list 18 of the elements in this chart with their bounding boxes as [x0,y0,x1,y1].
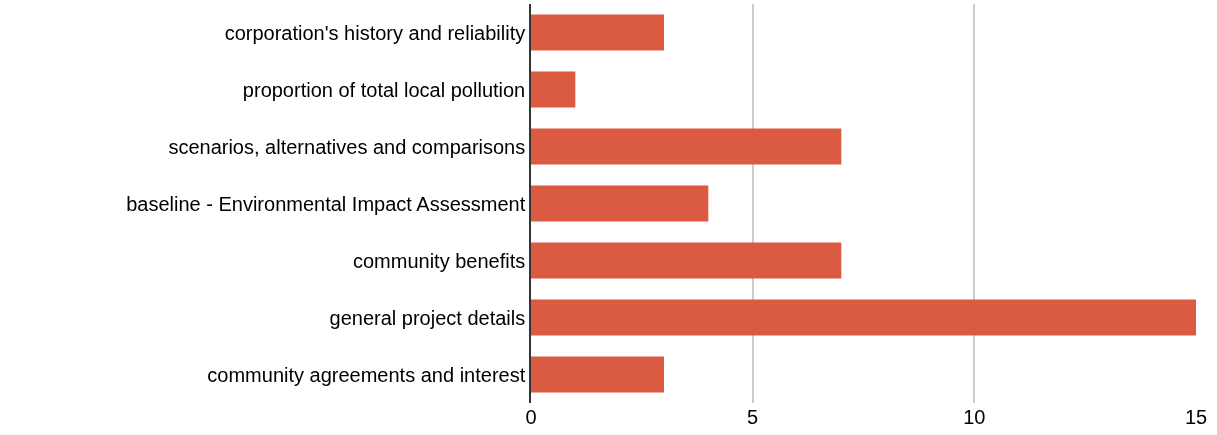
y-tick-label: community benefits [352,249,526,272]
y-tick-label: proportion of total local pollution [242,78,526,101]
bar [531,299,1196,336]
y-tick-label: corporation's history and reliability [224,21,526,44]
bar [531,356,664,393]
y-tick-label: general project details [329,306,526,329]
y-tick-label: community agreements and interest [207,363,526,386]
bar [531,71,576,108]
y-tick-label: scenarios, alternatives and comparisons [168,135,526,158]
bar [531,128,842,165]
x-tick-label: 15 [1184,406,1208,428]
y-tick-label: baseline - Environmental Impact Assessment [126,192,526,215]
bar [531,14,664,51]
x-tick-label: 5 [747,406,759,428]
bar [531,185,709,222]
bar [531,242,842,279]
x-tick-label: 0 [525,406,537,428]
x-tick-label: 10 [963,406,986,428]
